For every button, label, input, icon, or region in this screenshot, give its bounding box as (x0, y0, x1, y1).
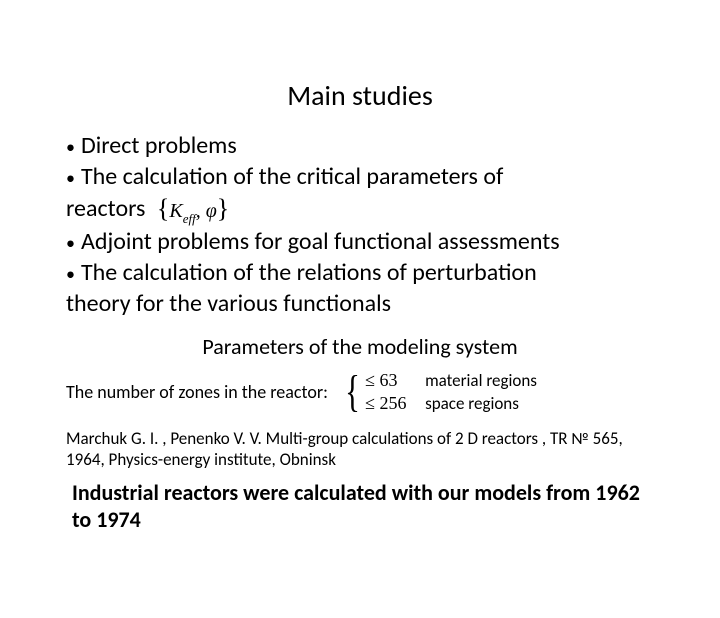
math-expr: ≤ 63 (365, 370, 419, 391)
brace-rows: ≤ 63 material regions ≤ 256 space region… (365, 370, 537, 414)
bullet-text: Adjoint problems for goal functional ass… (81, 227, 560, 256)
math-subscript: eff (183, 211, 196, 226)
bullet-icon: • (66, 263, 75, 285)
sub-heading: Parameters of the modeling system (0, 333, 720, 360)
bullet-text: The calculation of the critical paramete… (81, 162, 503, 191)
closing-text: Industrial reactors were calculated with… (0, 479, 720, 534)
math-inline: {Keff, φ} (157, 193, 229, 227)
math-sep: , (196, 200, 206, 222)
bullet-list: • Direct problems • The calculation of the… (0, 131, 720, 319)
slide-title: Main studies (0, 78, 720, 113)
bullet-item: • The calculation of the relations of per… (66, 258, 654, 289)
right-brace-icon: } (217, 194, 229, 223)
bullet-icon: • (66, 136, 75, 158)
bullet-text: Direct problems (81, 131, 237, 160)
slide: Main studies • Direct problems • The calcu… (0, 78, 720, 618)
citation-text: Marchuk G. I. , Penenko V. V. Multi-grou… (0, 428, 720, 471)
bullet-item: • Adjoint problems for goal functional as… (66, 227, 654, 258)
brace-group: { ≤ 63 material regions ≤ 256 space regi… (342, 370, 537, 414)
math-expr: ≤ 256 (365, 393, 419, 414)
bullet-text: The calculation of the relations of pert… (81, 258, 537, 287)
bullet-icon: • (66, 167, 75, 189)
bullet-item-cont: reactors {Keff, φ} (66, 193, 654, 227)
params-row-label: material regions (425, 370, 537, 391)
left-brace-icon: { (345, 370, 360, 414)
math-symbol: φ (206, 200, 217, 222)
left-brace-icon: { (157, 194, 169, 223)
bullet-text: theory for the various functionals (66, 289, 391, 318)
params-label: The number of zones in the reactor: (66, 381, 328, 403)
bullet-item: • The calculation of the critical paramet… (66, 162, 654, 193)
params-row-label: space regions (425, 393, 519, 414)
params-row: ≤ 256 space regions (365, 393, 537, 414)
bullet-item: • Direct problems (66, 131, 654, 162)
bullet-icon: • (66, 232, 75, 254)
math-symbol: K (169, 200, 182, 222)
params-block: The number of zones in the reactor: { ≤ … (0, 370, 720, 414)
params-row: ≤ 63 material regions (365, 370, 537, 391)
bullet-item-cont: theory for the various functionals (66, 289, 654, 319)
bullet-text: reactors (66, 194, 145, 223)
